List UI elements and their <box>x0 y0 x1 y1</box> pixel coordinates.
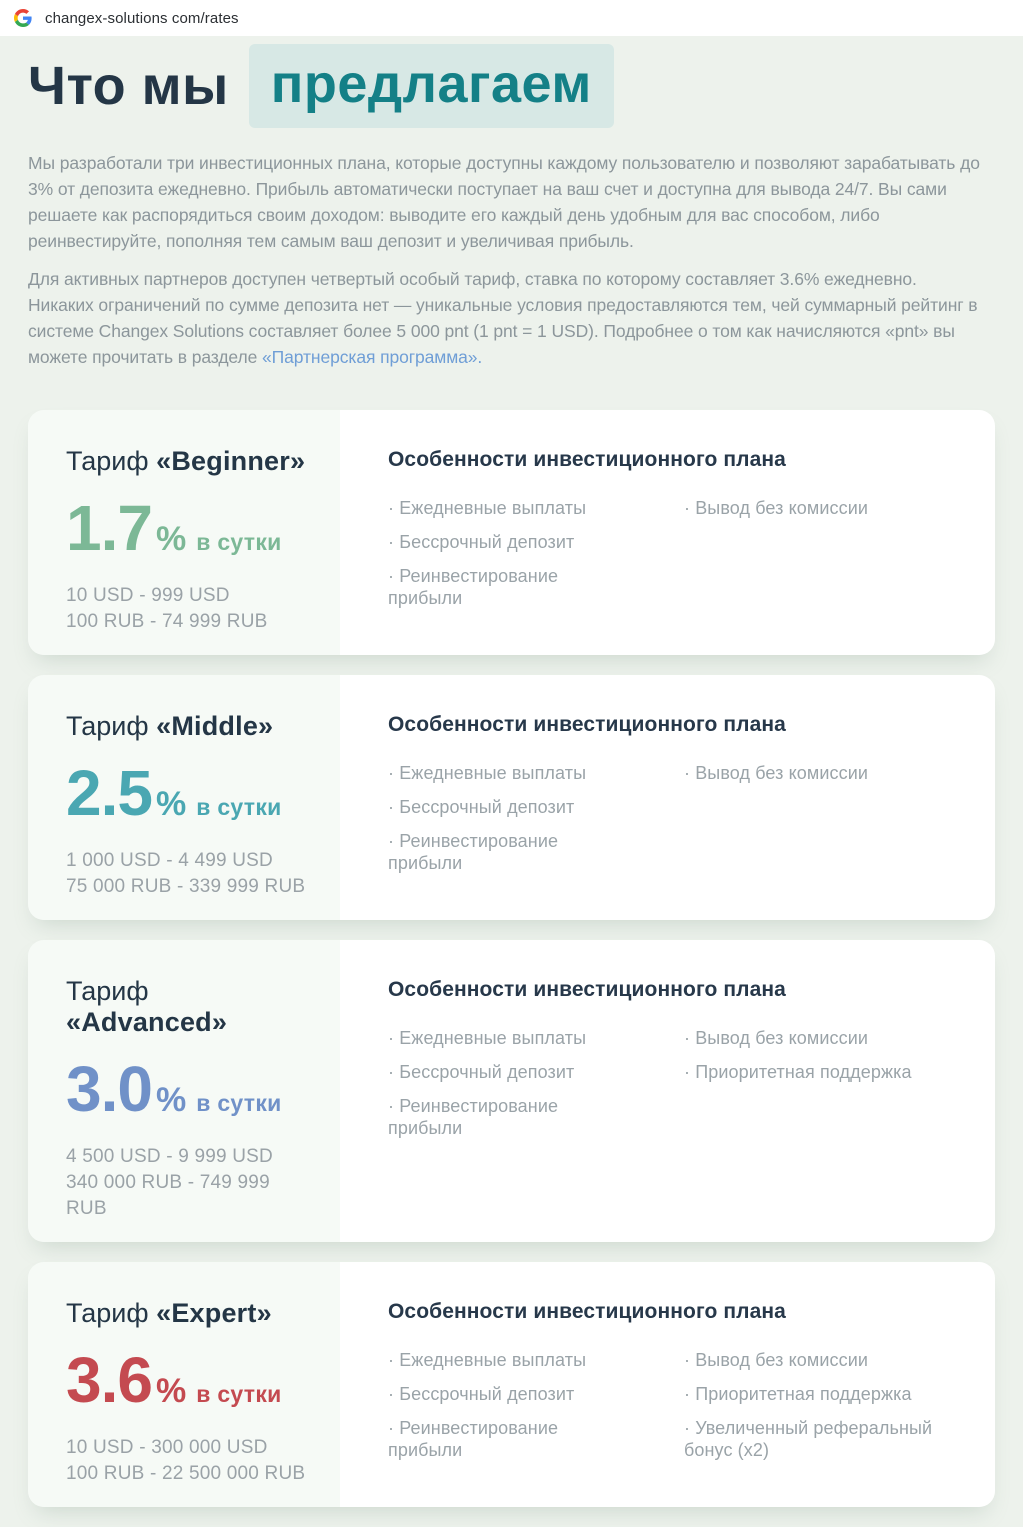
plan-summary: Тариф «Middle» 2.5% в сутки 1 000 USD - 4… <box>28 675 340 921</box>
percent-sign: % <box>155 1081 187 1120</box>
plan-rate: 2.5% в сутки <box>66 756 314 830</box>
feature-item: Вывод без комиссии <box>684 497 965 519</box>
plan-cards: Тариф «Beginner» 1.7% в сутки 10 USD - 99… <box>28 410 995 1508</box>
features-title: Особенности инвестиционного плана <box>388 1300 786 1324</box>
rate-unit: в сутки <box>196 1381 282 1408</box>
plan-rate: 3.6% в сутки <box>66 1343 314 1417</box>
rates-page: Что мы предлагаем Мы разработали три инв… <box>0 44 1023 1508</box>
limit-usd: 10 USD - 300 000 USD <box>66 1437 268 1459</box>
feature-item: Ежедневные выплаты <box>388 497 618 519</box>
plan-label-prefix: Тариф <box>66 1298 149 1329</box>
feature-item: Приоритетная поддержка <box>684 1383 965 1405</box>
plan-features: Особенности инвестиционного плана Ежедне… <box>340 675 995 921</box>
page-title-highlight: предлагаем <box>248 44 614 129</box>
percent-sign: % <box>155 785 187 824</box>
plan-summary: Тариф «Expert» 3.6% в сутки 10 USD - 300 … <box>28 1262 340 1508</box>
plan-card-expert: Тариф «Expert» 3.6% в сутки 10 USD - 300 … <box>28 1262 995 1508</box>
feature-item: Вывод без комиссии <box>684 1027 965 1049</box>
rate-value: 1.7 <box>66 492 153 565</box>
plan-title: «Middle» <box>156 711 274 742</box>
rate-value: 2.5 <box>66 757 153 830</box>
limit-usd: 4 500 USD - 9 999 USD <box>66 1146 273 1168</box>
feature-item: Реинвестирование прибыли <box>388 1417 618 1461</box>
plan-limits: 1 000 USD - 4 499 USD 75 000 RUB - 339 9… <box>66 848 314 900</box>
features-title: Особенности инвестиционного плана <box>388 448 786 472</box>
feature-item: Реинвестирование прибыли <box>388 830 618 874</box>
percent-sign: % <box>155 1372 187 1411</box>
feature-item: Бессрочный депозит <box>388 796 618 818</box>
feature-item: Ежедневные выплаты <box>388 762 618 784</box>
plan-label-prefix: Тариф <box>66 976 149 1007</box>
limit-rub: 100 RUB - 74 999 RUB <box>66 611 268 633</box>
intro-paragraph-2-text: Для активных партнеров доступен четверты… <box>28 269 978 368</box>
plan-limits: 10 USD - 300 000 USD 100 RUB - 22 500 00… <box>66 1435 314 1487</box>
partner-program-link[interactable]: «Партнерская программа». <box>262 347 483 368</box>
plan-title: «Expert» <box>156 1298 272 1329</box>
plan-title: «Advanced» <box>66 1007 228 1038</box>
percent-sign: % <box>155 520 187 559</box>
limit-rub: 75 000 RUB - 339 999 RUB <box>66 876 306 898</box>
plan-name: Тариф «Expert» <box>66 1298 314 1329</box>
google-favicon-icon <box>14 9 32 27</box>
features-title: Особенности инвестиционного плана <box>388 713 786 737</box>
plan-card-middle: Тариф «Middle» 2.5% в сутки 1 000 USD - 4… <box>28 675 995 921</box>
plan-label-prefix: Тариф <box>66 711 149 742</box>
feature-item: Вывод без комиссии <box>684 1349 965 1371</box>
plan-name: Тариф «Advanced» <box>66 976 314 1038</box>
limit-usd: 10 USD - 999 USD <box>66 585 230 607</box>
address-bar[interactable]: changex-solutions com/rates <box>0 0 1023 36</box>
intro-paragraph-2: Для активных партнеров доступен четверты… <box>28 266 980 370</box>
plan-limits: 4 500 USD - 9 999 USD 340 000 RUB - 749 … <box>66 1144 314 1222</box>
feature-item: Реинвестирование прибыли <box>388 1095 618 1139</box>
plan-card-beginner: Тариф «Beginner» 1.7% в сутки 10 USD - 99… <box>28 410 995 656</box>
features-title: Особенности инвестиционного плана <box>388 978 786 1002</box>
intro-paragraph-1: Мы разработали три инвестиционных плана,… <box>28 153 980 252</box>
plan-title: «Beginner» <box>156 446 306 477</box>
limit-usd: 1 000 USD - 4 499 USD <box>66 850 273 872</box>
url-text: changex-solutions com/rates <box>45 9 239 27</box>
feature-item: Вывод без комиссии <box>684 762 965 784</box>
feature-item: Реинвестирование прибыли <box>388 565 618 609</box>
rate-unit: в сутки <box>196 794 282 821</box>
plan-name: Тариф «Beginner» <box>66 446 314 477</box>
feature-item: Увеличенный реферальный бонус (x2) <box>684 1417 965 1461</box>
plan-label-prefix: Тариф <box>66 446 149 477</box>
plan-rate: 3.0% в сутки <box>66 1052 314 1126</box>
plan-summary: Тариф «Advanced» 3.0% в сутки 4 500 USD -… <box>28 940 340 1243</box>
feature-item: Бессрочный депозит <box>388 1061 618 1083</box>
plan-features: Особенности инвестиционного плана Ежедне… <box>340 940 995 1243</box>
feature-item: Ежедневные выплаты <box>388 1027 618 1049</box>
plan-summary: Тариф «Beginner» 1.7% в сутки 10 USD - 99… <box>28 410 340 656</box>
rate-unit: в сутки <box>196 529 282 556</box>
rate-unit: в сутки <box>196 1090 282 1117</box>
rate-value: 3.6 <box>66 1344 153 1417</box>
feature-item: Ежедневные выплаты <box>388 1349 618 1371</box>
plan-limits: 10 USD - 999 USD 100 RUB - 74 999 RUB <box>66 583 314 635</box>
plan-features: Особенности инвестиционного плана Ежедне… <box>340 1262 995 1508</box>
plan-name: Тариф «Middle» <box>66 711 314 742</box>
limit-rub: 100 RUB - 22 500 000 RUB <box>66 1463 306 1485</box>
plan-features: Особенности инвестиционного плана Ежедне… <box>340 410 995 656</box>
limit-rub: 340 000 RUB - 749 999 RUB <box>66 1172 270 1220</box>
feature-item: Бессрочный депозит <box>388 1383 618 1405</box>
rate-value: 3.0 <box>66 1053 153 1126</box>
feature-item: Приоритетная поддержка <box>684 1061 965 1083</box>
plan-card-advanced: Тариф «Advanced» 3.0% в сутки 4 500 USD -… <box>28 940 995 1243</box>
page-title: Что мы предлагаем <box>28 44 995 129</box>
feature-item: Бессрочный депозит <box>388 531 618 553</box>
plan-rate: 1.7% в сутки <box>66 491 314 565</box>
page-title-plain: Что мы <box>28 55 229 116</box>
